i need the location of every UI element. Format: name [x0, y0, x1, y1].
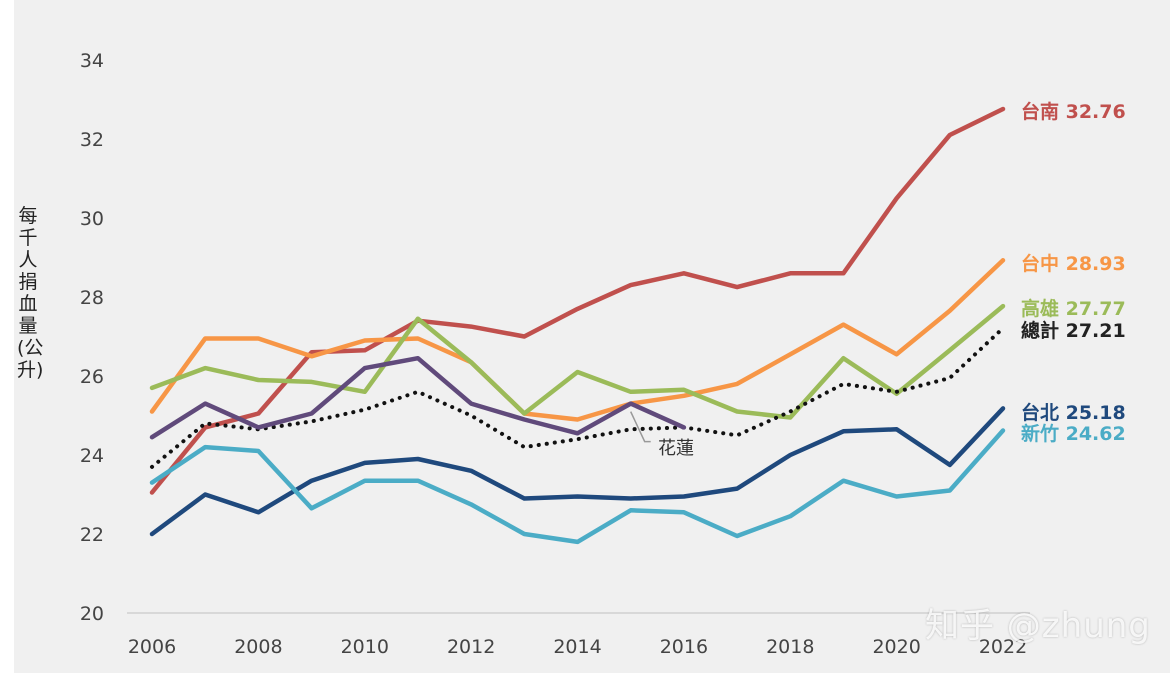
series-line-台中 — [149, 258, 1006, 422]
series-line-高雄 — [149, 303, 1006, 420]
watermark: 知乎 @zhung — [925, 606, 1151, 646]
y-tick-label: 34 — [80, 50, 104, 72]
y-tick-label: 26 — [80, 366, 104, 388]
x-tick-label: 2012 — [447, 636, 495, 658]
x-tick-label: 2006 — [128, 636, 176, 658]
x-tick-label: 2014 — [553, 636, 601, 658]
end-label-台北: 台北 25.18 — [1021, 401, 1126, 424]
y-tick-label: 20 — [80, 603, 104, 625]
end-label-台南: 台南 32.76 — [1021, 100, 1126, 123]
y-axis-label: 每千人捐血量(公升) — [17, 205, 44, 381]
y-tick-label: 32 — [80, 129, 104, 151]
x-tick-label: 2010 — [341, 636, 389, 658]
end-label-高雄: 高雄 27.77 — [1021, 297, 1126, 320]
x-tick-label: 2022 — [979, 636, 1027, 658]
y-tick-label: 24 — [80, 445, 104, 467]
series-layer — [149, 106, 1006, 545]
x-tick-label: 2008 — [234, 636, 282, 658]
x-tick-label: 2016 — [660, 636, 708, 658]
x-tick-label: 2018 — [766, 636, 814, 658]
end-label-新竹: 新竹 24.62 — [1021, 422, 1126, 445]
series-line-總計 — [150, 326, 1005, 469]
end-label-總計: 總計 27.21 — [1021, 319, 1126, 342]
y-tick-label: 22 — [80, 524, 104, 546]
y-tick-label: 28 — [80, 287, 104, 309]
x-tick-label: 2020 — [872, 636, 920, 658]
y-tick-label: 30 — [80, 208, 104, 230]
end-label-台中: 台中 28.93 — [1021, 252, 1126, 275]
series-line-新竹 — [149, 428, 1006, 545]
series-line-花蓮 — [149, 355, 687, 440]
series-line-台南 — [149, 106, 1006, 495]
annotation-leader-line — [630, 411, 651, 443]
annotation-label: 花蓮 — [658, 438, 694, 459]
